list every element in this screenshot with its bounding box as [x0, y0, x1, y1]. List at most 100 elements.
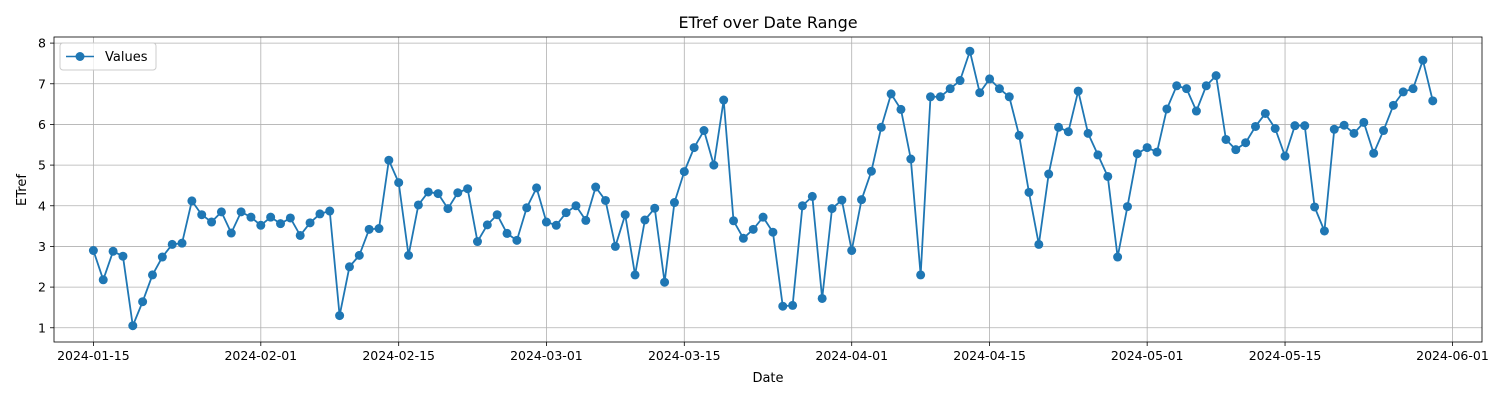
data-point	[1398, 87, 1408, 97]
data-point	[532, 183, 542, 193]
data-point	[866, 166, 876, 176]
data-point	[768, 227, 778, 237]
data-point	[709, 160, 719, 170]
data-point	[1211, 71, 1221, 81]
data-point	[1152, 147, 1162, 157]
data-point	[610, 241, 620, 251]
data-point	[207, 217, 217, 227]
data-point	[423, 187, 433, 197]
x-tick-label: 2024-03-01	[510, 348, 583, 363]
data-point	[1241, 138, 1251, 148]
data-point	[315, 209, 325, 219]
data-point	[699, 126, 709, 136]
data-point	[1093, 150, 1103, 160]
x-tick-label: 2024-01-15	[57, 348, 130, 363]
data-point	[975, 88, 985, 98]
data-point	[177, 238, 187, 248]
data-point	[187, 196, 197, 206]
data-point	[1182, 84, 1192, 94]
y-tick-label: 4	[38, 198, 46, 213]
data-point	[1014, 130, 1024, 140]
data-point	[926, 92, 935, 102]
data-point	[1073, 86, 1083, 96]
data-point	[404, 250, 414, 260]
data-point	[1004, 92, 1014, 102]
data-point	[1428, 96, 1438, 106]
y-tick-label: 1	[38, 320, 46, 335]
y-axis-label: ETref	[15, 174, 30, 206]
grid	[54, 37, 1482, 342]
data-point	[640, 215, 650, 225]
data-point	[472, 237, 482, 247]
y-tick-label: 2	[38, 280, 46, 295]
data-point	[1280, 151, 1290, 161]
data-point	[374, 224, 384, 234]
data-point	[1024, 187, 1034, 197]
data-point	[1418, 55, 1428, 65]
data-point	[344, 262, 354, 272]
x-axis-label: Date	[752, 371, 783, 386]
data-point	[1132, 149, 1142, 159]
y-tick-label: 7	[38, 76, 46, 91]
data-point	[108, 246, 118, 256]
data-point	[591, 182, 601, 192]
data-point	[1083, 128, 1093, 138]
data-point	[669, 198, 679, 208]
data-point	[985, 74, 995, 84]
data-point	[1142, 143, 1152, 153]
data-point	[906, 154, 916, 164]
data-point	[394, 178, 404, 188]
data-point	[1201, 81, 1211, 91]
data-point	[1270, 124, 1280, 133]
x-tick-label: 2024-05-01	[1111, 348, 1184, 363]
data-point	[325, 206, 335, 216]
data-point	[620, 210, 630, 220]
data-point	[443, 204, 453, 214]
data-point	[1172, 81, 1182, 91]
y-tick-label: 8	[38, 36, 46, 51]
legend-marker	[75, 52, 85, 61]
data-point	[226, 228, 236, 238]
data-point	[463, 184, 473, 194]
y-tick-label: 5	[38, 158, 46, 173]
data-point	[1388, 100, 1398, 110]
data-point	[778, 301, 788, 311]
axis-ticks: 2024-01-15 2024-02-01 2024-02-15 2024-03-01…	[38, 36, 1489, 363]
data-point	[1408, 84, 1418, 94]
data-point	[1122, 202, 1132, 212]
data-point	[492, 210, 502, 220]
data-point	[1054, 122, 1064, 132]
data-point	[197, 210, 207, 220]
legend-box	[59, 42, 157, 71]
data-point	[1260, 108, 1270, 118]
data-point	[216, 207, 226, 217]
data-point	[522, 203, 532, 213]
data-point	[1103, 171, 1113, 181]
data-point	[955, 76, 965, 86]
data-point	[916, 270, 926, 280]
data-point	[1359, 117, 1369, 127]
legend-label-values: Values	[105, 50, 148, 65]
data-point	[157, 252, 167, 262]
data-point	[935, 92, 945, 102]
data-point	[88, 246, 98, 255]
data-point	[758, 212, 768, 222]
data-point	[876, 122, 886, 132]
data-point	[236, 207, 246, 217]
data-point	[1191, 106, 1201, 116]
series-values	[88, 46, 1438, 331]
data-point	[364, 224, 374, 234]
x-tick-label: 2024-03-15	[648, 348, 721, 363]
x-tick-label: 2024-06-01	[1416, 348, 1489, 363]
data-point	[138, 297, 148, 307]
data-point	[719, 95, 729, 105]
data-point	[965, 46, 975, 56]
data-point	[788, 300, 798, 310]
data-point	[797, 201, 807, 211]
data-point	[561, 208, 571, 218]
data-point	[433, 189, 443, 199]
data-point	[748, 224, 758, 234]
data-point	[847, 246, 857, 255]
data-point	[857, 195, 867, 205]
